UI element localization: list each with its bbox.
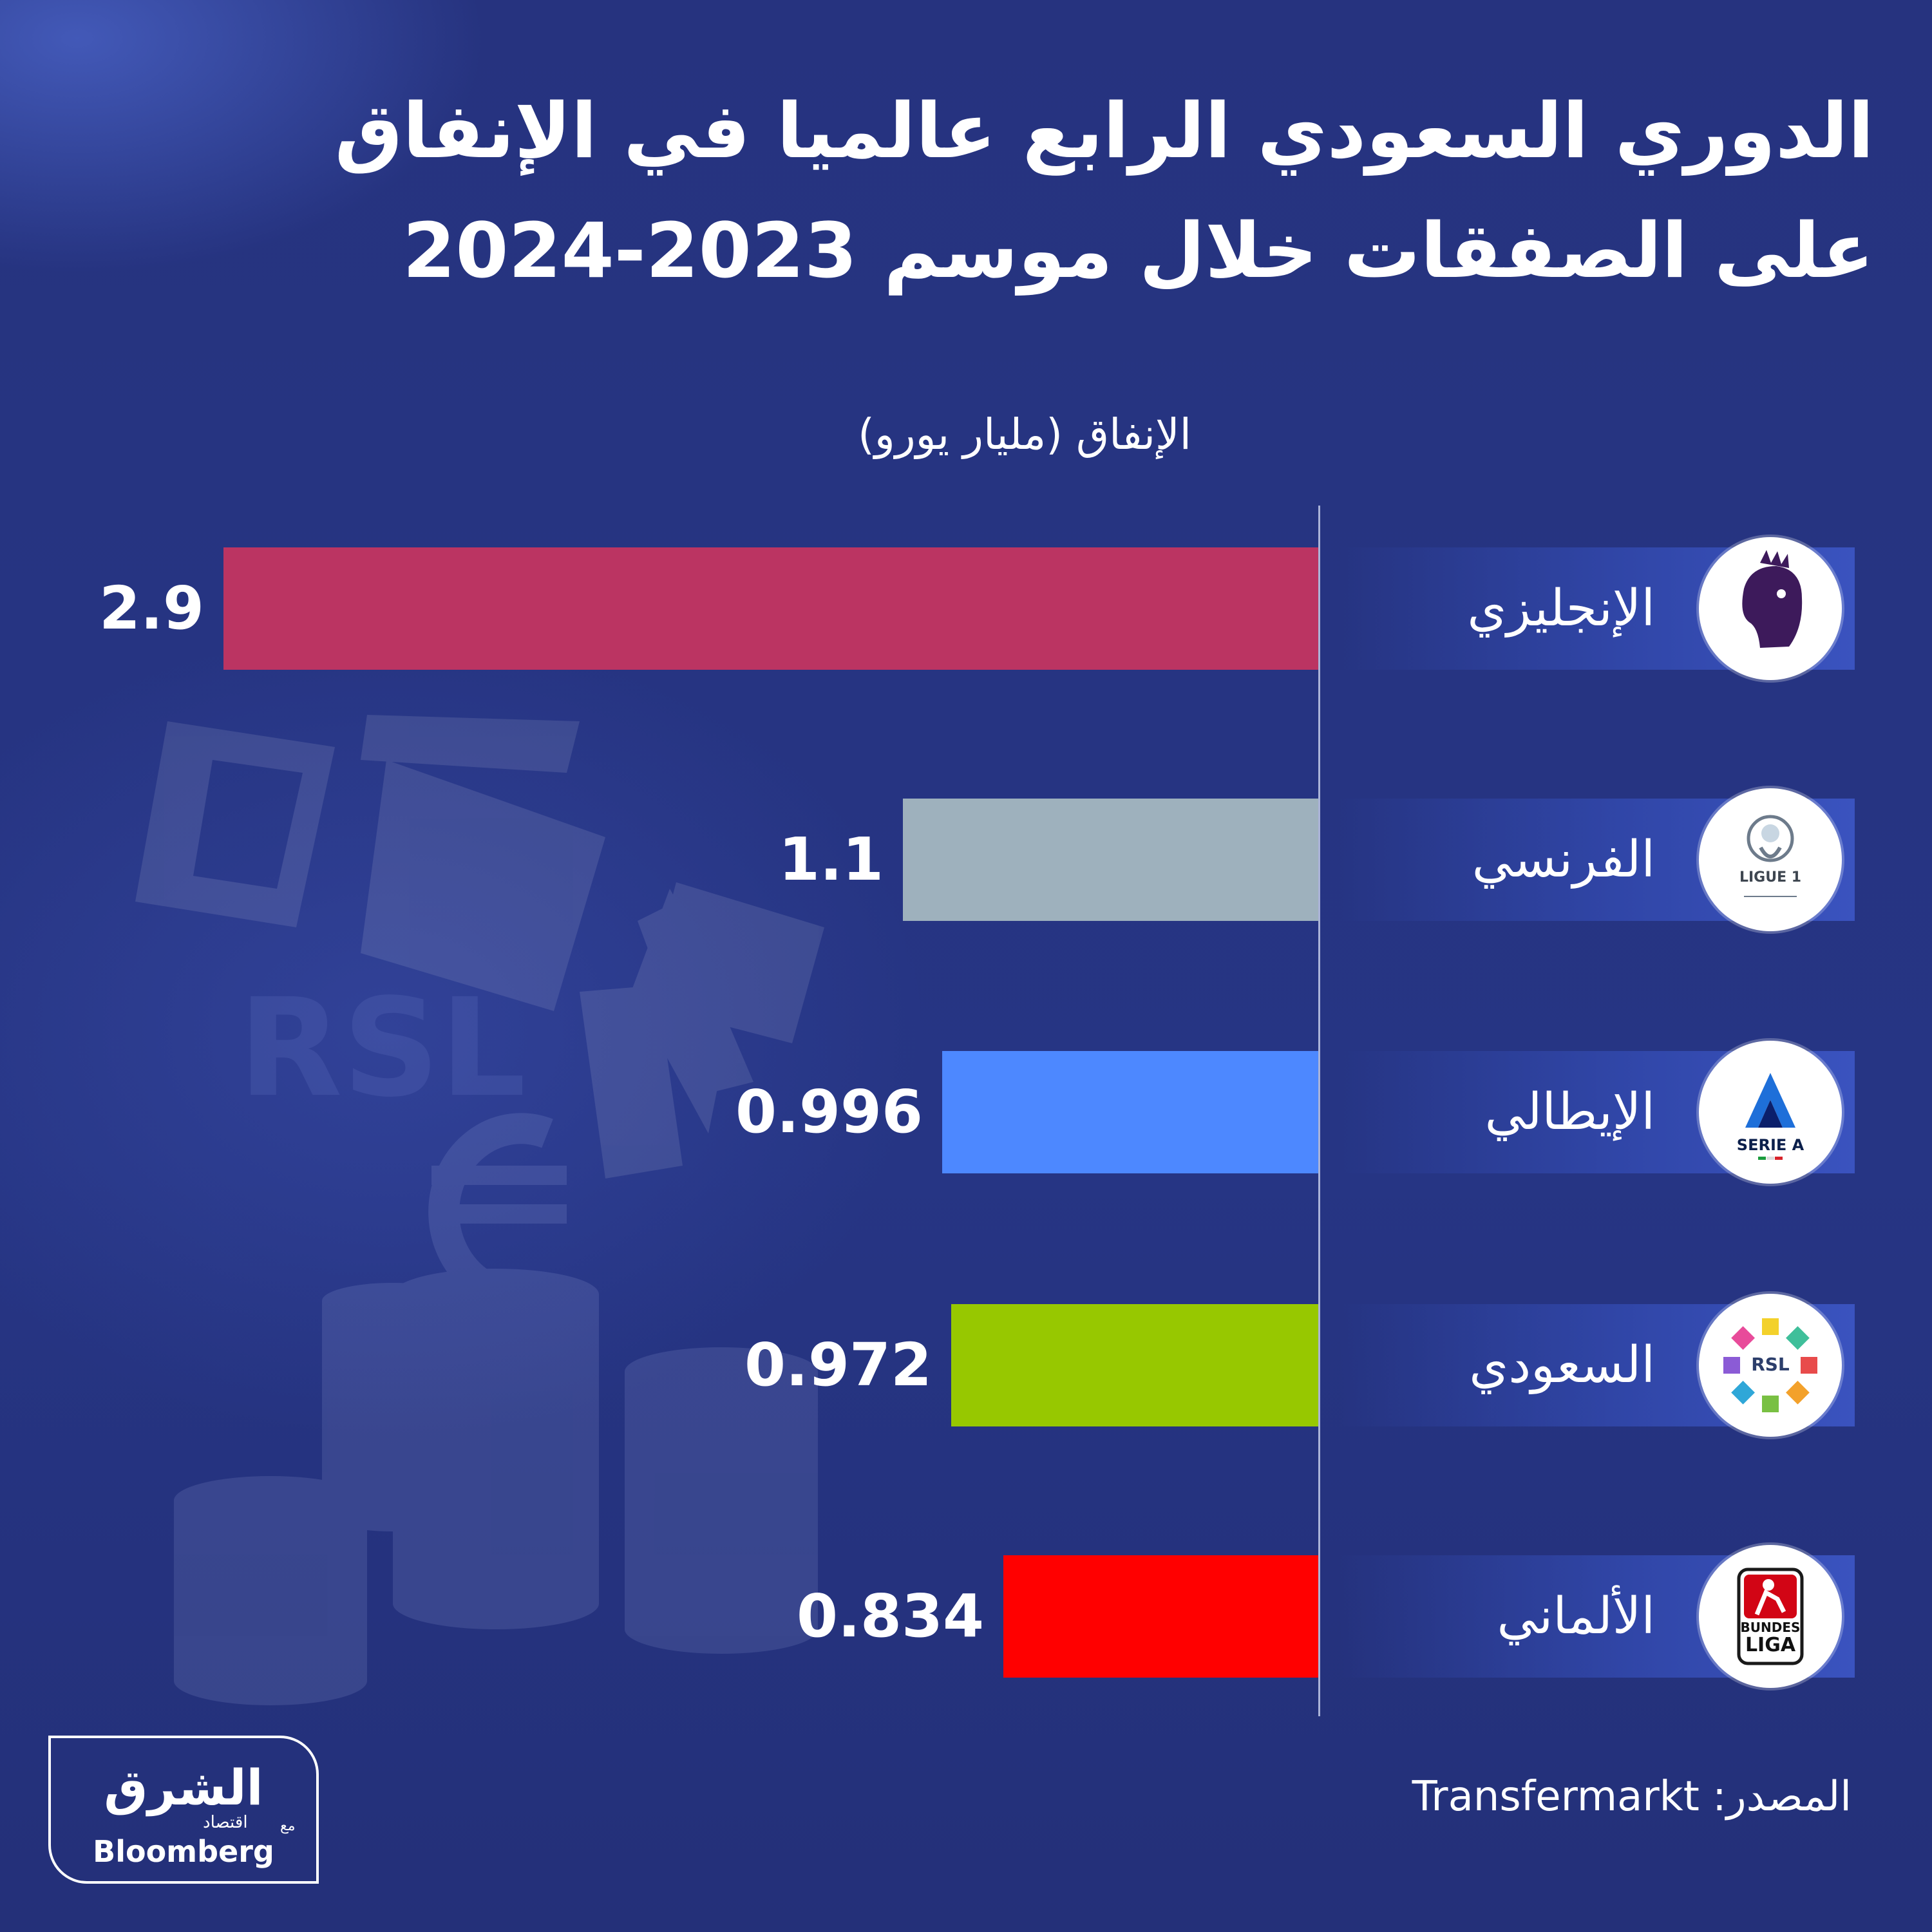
- value-label-1: 2.9: [99, 574, 204, 643]
- axis-line: [1318, 506, 1320, 1716]
- title-line-2: على الصفقات خلال موسم 2023-2024: [402, 206, 1874, 295]
- ligue-1-wordmark: LIGUE 1: [1739, 869, 1802, 886]
- svg-text:RSL: RSL: [238, 969, 526, 1127]
- brand-arabic-sub: اقتصاد: [203, 1813, 248, 1832]
- bundesliga-wordmark-bottom: LIGA: [1745, 1634, 1796, 1656]
- title-line-1: الدوري السعودي الرابع عالميا في الإنفاق: [334, 86, 1874, 175]
- source-note: المصدر: Transfermarkt: [1412, 1773, 1852, 1821]
- serie-a-logo: SERIE A: [1699, 1041, 1842, 1184]
- bar-5: [1003, 1555, 1318, 1678]
- serie-a-icon: [1745, 1073, 1795, 1160]
- axis-unit-label: الإنفاق (مليار يورو): [858, 410, 1191, 459]
- category-label-3: الإيطالي: [1484, 1083, 1655, 1141]
- bar-2: [903, 799, 1318, 921]
- brand-partner: Bloomberg: [93, 1834, 274, 1869]
- bundesliga-icon: [1737, 1567, 1804, 1665]
- value-label-5: 0.834: [796, 1582, 984, 1651]
- rsl-icon: [1723, 1318, 1817, 1412]
- brand-logo: الشرق اقتصاد مع Bloomberg: [48, 1736, 319, 1884]
- bar-3: [942, 1051, 1318, 1173]
- bundesliga-wordmark-top: BUNDES: [1740, 1620, 1801, 1635]
- category-label-5: الألماني: [1497, 1587, 1655, 1645]
- brand-with: مع: [280, 1818, 296, 1834]
- category-label-1: الإنجليزي: [1467, 580, 1655, 638]
- lion-icon: [1742, 550, 1803, 648]
- rsl-logo: RSL: [1699, 1294, 1842, 1437]
- value-label-3: 0.996: [735, 1077, 923, 1146]
- category-label-4: السعودي: [1469, 1336, 1655, 1394]
- ligue1-icon: [1744, 815, 1797, 897]
- bar-4: [951, 1304, 1318, 1426]
- bar-1: [223, 547, 1318, 670]
- premier-league-logo: [1699, 537, 1842, 680]
- value-label-2: 1.1: [779, 825, 884, 894]
- brand-frame: [48, 1736, 319, 1884]
- rsl-wordmark: RSL: [1751, 1354, 1790, 1375]
- brand-arabic-name: الشرق: [104, 1759, 263, 1816]
- category-label-2: الفرنسي: [1472, 831, 1655, 889]
- serie-a-wordmark: SERIE A: [1736, 1136, 1804, 1154]
- value-label-4: 0.972: [744, 1331, 932, 1399]
- bundesliga-logo: BUNDES LIGA: [1699, 1545, 1842, 1688]
- chart-title: الدوري السعودي الرابع عالميا في الإنفاق …: [58, 71, 1874, 310]
- ligue-1-logo: LIGUE 1: [1699, 788, 1842, 931]
